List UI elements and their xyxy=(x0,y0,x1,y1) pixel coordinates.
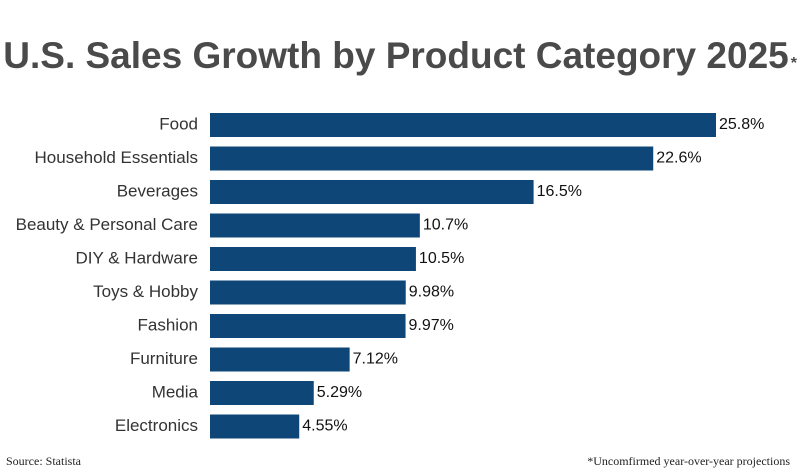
value-label: 9.98% xyxy=(409,284,454,301)
value-label: 10.7% xyxy=(423,217,468,234)
title-mark: * xyxy=(791,55,798,72)
value-label: 4.55% xyxy=(302,418,347,435)
bar xyxy=(210,347,350,372)
category-label: Beverages xyxy=(117,181,198,200)
value-label: 7.12% xyxy=(353,351,398,368)
value-label: 16.5% xyxy=(537,183,582,200)
bar xyxy=(210,414,300,439)
bar xyxy=(210,113,716,137)
value-label: 9.97% xyxy=(409,317,454,334)
bar xyxy=(210,146,654,171)
value-label: 22.6% xyxy=(656,150,701,167)
bar xyxy=(210,180,534,204)
category-label: Beauty & Personal Care xyxy=(16,215,198,234)
category-label: DIY & Hardware xyxy=(75,248,198,267)
bar xyxy=(210,247,416,271)
category-label: Food xyxy=(159,114,198,133)
footnote: *Uncomfirmed year-over-year projections xyxy=(587,454,790,468)
category-label: Media xyxy=(152,382,199,401)
value-label: 10.5% xyxy=(419,250,464,267)
value-label: 25.8% xyxy=(719,116,764,133)
category-label: Fashion xyxy=(138,315,198,334)
source: Source: Statista xyxy=(6,454,82,468)
category-label: Electronics xyxy=(115,416,198,435)
bar xyxy=(210,314,406,338)
value-label: 5.29% xyxy=(317,384,362,401)
category-label: Household Essentials xyxy=(35,148,198,167)
bar xyxy=(210,280,406,305)
category-label: Toys & Hobby xyxy=(93,282,198,301)
category-label: Furniture xyxy=(130,349,198,368)
bar xyxy=(210,381,314,405)
chart-title: U.S. Sales Growth by Product Category 20… xyxy=(3,35,788,76)
bar xyxy=(210,213,420,238)
